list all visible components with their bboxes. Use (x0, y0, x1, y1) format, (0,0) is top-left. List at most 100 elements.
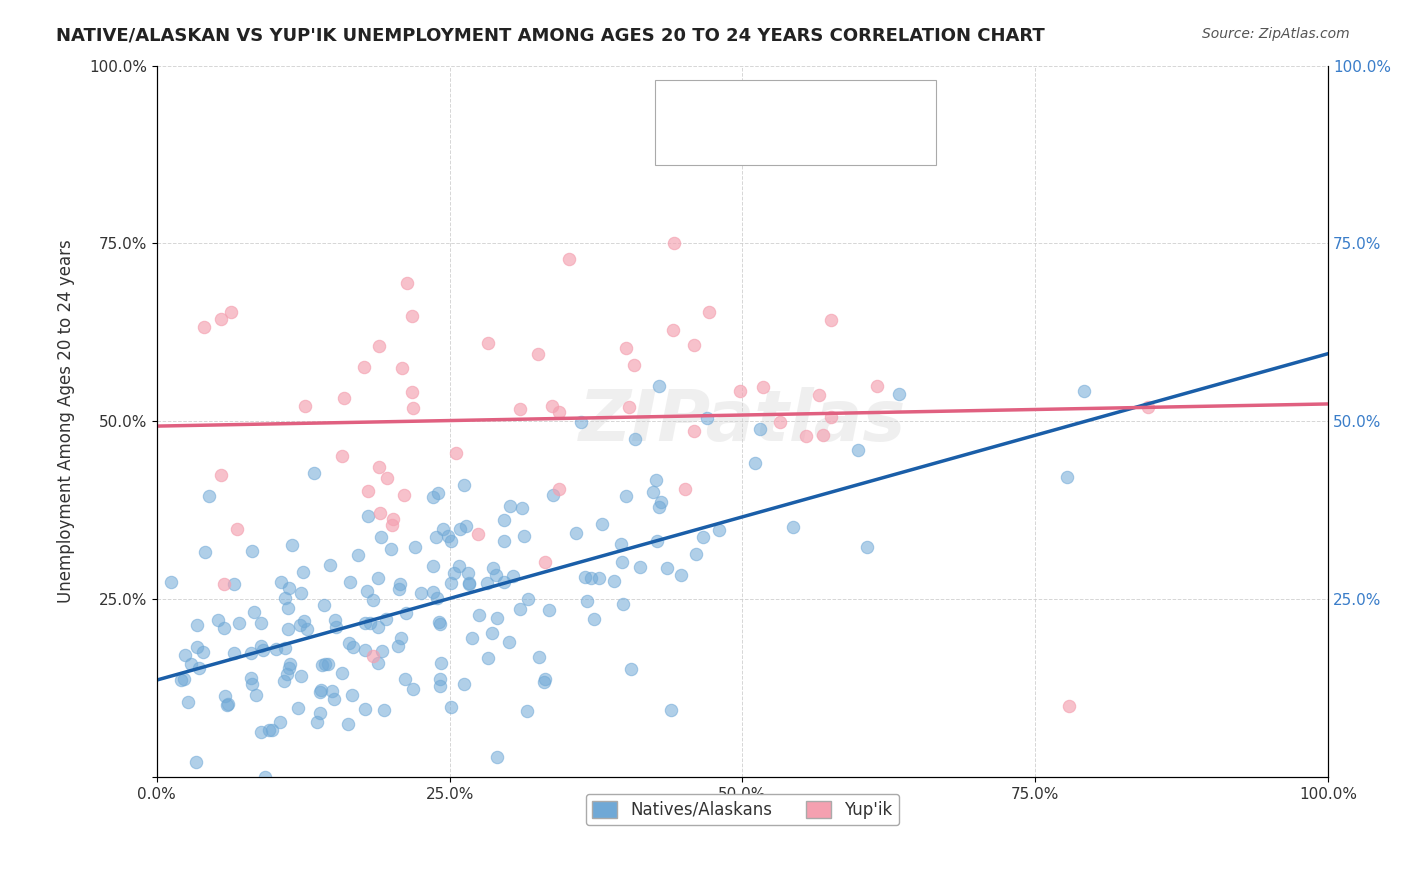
Natives/Alaskans (240, 677, 263, 691)
Natives/Alaskans (394, 672, 416, 686)
Natives/Alaskans (449, 522, 471, 536)
Natives/Alaskans (250, 615, 273, 630)
Natives/Alaskans (669, 568, 692, 582)
Natives/Alaskans (212, 622, 235, 636)
Natives/Alaskans (314, 598, 336, 612)
Natives/Alaskans (492, 534, 515, 549)
Natives/Alaskans (273, 674, 295, 689)
Natives/Alaskans (361, 593, 384, 607)
Natives/Alaskans (645, 533, 668, 548)
Natives/Alaskans (889, 387, 911, 401)
Yup'ik (401, 309, 423, 323)
Yup'ik (548, 405, 571, 419)
Natives/Alaskans (513, 529, 536, 543)
Natives/Alaskans (314, 657, 336, 671)
Natives/Alaskans (214, 689, 236, 703)
Natives/Alaskans (486, 610, 509, 624)
Natives/Alaskans (696, 411, 718, 425)
Natives/Alaskans (502, 569, 524, 583)
Natives/Alaskans (457, 566, 479, 581)
Natives/Alaskans (426, 591, 449, 605)
Natives/Alaskans (319, 558, 342, 573)
Natives/Alaskans (290, 586, 312, 600)
Natives/Alaskans (467, 607, 489, 622)
Natives/Alaskans (302, 466, 325, 480)
Natives/Alaskans (240, 671, 263, 685)
Natives/Alaskans (516, 704, 538, 718)
Yup'ik (330, 449, 353, 463)
Yup'ik (558, 252, 581, 266)
Yup'ik (699, 304, 721, 318)
Natives/Alaskans (170, 673, 193, 687)
Natives/Alaskans (517, 592, 540, 607)
Natives/Alaskans (215, 698, 238, 713)
Natives/Alaskans (228, 615, 250, 630)
Natives/Alaskans (453, 677, 475, 691)
Yup'ik (225, 523, 247, 537)
Natives/Alaskans (287, 700, 309, 714)
Natives/Alaskans (307, 714, 329, 729)
Natives/Alaskans (648, 378, 671, 392)
Natives/Alaskans (645, 473, 668, 487)
Yup'ik (391, 360, 413, 375)
Natives/Alaskans (222, 577, 245, 591)
Natives/Alaskans (290, 669, 312, 683)
Yup'ik (401, 384, 423, 399)
Natives/Alaskans (527, 650, 550, 665)
Natives/Alaskans (620, 662, 643, 676)
Natives/Alaskans (461, 632, 484, 646)
Natives/Alaskans (380, 541, 402, 556)
Yup'ik (209, 311, 232, 326)
Yup'ik (382, 512, 405, 526)
Natives/Alaskans (579, 571, 602, 585)
Yup'ik (353, 360, 375, 375)
Natives/Alaskans (427, 615, 450, 629)
Natives/Alaskans (330, 665, 353, 680)
Natives/Alaskans (430, 656, 453, 670)
Yup'ik (769, 416, 792, 430)
Yup'ik (368, 339, 391, 353)
Natives/Alaskans (311, 657, 333, 672)
Yup'ik (614, 341, 637, 355)
Yup'ik (540, 400, 562, 414)
Natives/Alaskans (367, 571, 389, 585)
Natives/Alaskans (437, 529, 460, 543)
Natives/Alaskans (440, 534, 463, 549)
Natives/Alaskans (308, 706, 330, 720)
FancyBboxPatch shape (655, 79, 936, 165)
Natives/Alaskans (207, 613, 229, 627)
Natives/Alaskans (856, 541, 879, 555)
Natives/Alaskans (325, 620, 347, 634)
Natives/Alaskans (458, 576, 481, 591)
Natives/Alaskans (278, 661, 301, 675)
Natives/Alaskans (160, 575, 183, 590)
Natives/Alaskans (356, 584, 378, 599)
Natives/Alaskans (591, 516, 613, 531)
Natives/Alaskans (422, 558, 444, 573)
Natives/Alaskans (323, 613, 346, 627)
Yup'ik (673, 482, 696, 496)
Natives/Alaskans (541, 488, 564, 502)
Natives/Alaskans (197, 489, 219, 503)
Natives/Alaskans (443, 566, 465, 580)
Natives/Alaskans (391, 632, 413, 646)
Natives/Alaskans (309, 685, 332, 699)
Natives/Alaskans (357, 508, 380, 523)
Natives/Alaskans (429, 672, 451, 686)
Yup'ik (794, 429, 817, 443)
Natives/Alaskans (425, 530, 447, 544)
Natives/Alaskans (457, 575, 479, 590)
Natives/Alaskans (277, 601, 299, 615)
Natives/Alaskans (782, 520, 804, 534)
Natives/Alaskans (749, 422, 772, 436)
Natives/Alaskans (492, 575, 515, 590)
Yup'ik (662, 323, 685, 337)
Natives/Alaskans (375, 612, 398, 626)
Natives/Alaskans (569, 415, 592, 429)
Natives/Alaskans (427, 485, 450, 500)
Natives/Alaskans (336, 717, 359, 731)
Natives/Alaskans (278, 582, 301, 596)
Yup'ik (728, 384, 751, 398)
Natives/Alaskans (269, 714, 291, 729)
Natives/Alaskans (316, 657, 339, 671)
